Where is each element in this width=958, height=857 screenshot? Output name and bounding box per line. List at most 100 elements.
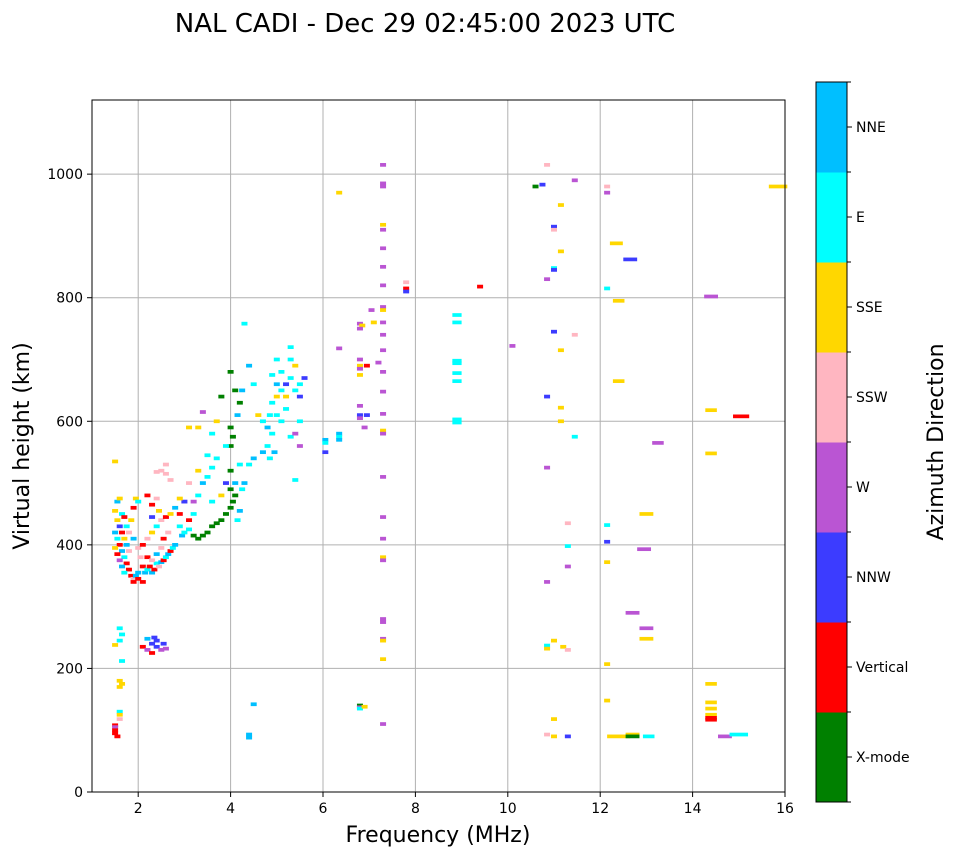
data-point-e xyxy=(452,420,462,425)
x-axis: 2 4 6 8 10 12 14 16 xyxy=(134,792,794,817)
data-point-x-mode xyxy=(227,425,234,430)
data-point-nne xyxy=(153,552,160,556)
data-point-w xyxy=(380,332,387,337)
data-point-w xyxy=(380,320,387,325)
data-point-nne xyxy=(271,450,278,455)
colorbar-swatch-sse xyxy=(816,262,847,353)
x-tick-label: 14 xyxy=(684,801,702,817)
data-point-sse xyxy=(705,451,717,456)
data-point-nne xyxy=(172,543,179,547)
data-point-vertical xyxy=(477,284,484,289)
y-tick-label: 1000 xyxy=(47,167,83,183)
data-point-vertical xyxy=(139,543,146,547)
data-point-e xyxy=(269,373,276,377)
data-point-e xyxy=(144,567,151,572)
data-point-e xyxy=(162,555,169,560)
data-point-sse xyxy=(116,685,123,689)
data-point-e xyxy=(222,444,229,448)
colorbar-label-w: W xyxy=(856,480,870,496)
colorbar-swatch-e xyxy=(816,172,847,263)
data-point-sse xyxy=(273,394,280,399)
data-point-w xyxy=(544,465,551,470)
data-point-e xyxy=(273,357,280,362)
data-point-e xyxy=(239,487,246,492)
data-point-ssw xyxy=(550,227,558,232)
data-point-ssw xyxy=(403,280,410,285)
data-point-vertical xyxy=(363,363,370,368)
data-point-w xyxy=(652,441,664,445)
data-point-e xyxy=(250,382,257,387)
data-point-e xyxy=(452,361,462,366)
data-point-sse xyxy=(195,425,202,430)
data-point-x-mode xyxy=(209,524,216,529)
data-point-vertical xyxy=(121,515,128,519)
data-point-nne xyxy=(172,505,179,510)
y-axis: 0 200 400 600 800 1000 xyxy=(47,167,92,801)
data-point-vertical xyxy=(149,651,156,655)
data-point-sse xyxy=(112,546,119,550)
data-point-w xyxy=(368,308,375,312)
colorbar-label-vertical: Vertical xyxy=(856,660,908,676)
data-point-e xyxy=(153,524,160,529)
data-point-sse xyxy=(336,190,343,195)
data-point-e xyxy=(273,413,280,417)
data-point-sse xyxy=(356,373,363,377)
data-point-w xyxy=(380,370,387,374)
data-point-vertical xyxy=(151,567,158,572)
data-point-vertical xyxy=(403,286,410,291)
data-point-w xyxy=(380,620,387,624)
data-point-sse xyxy=(186,425,193,430)
data-point-ssw xyxy=(130,576,137,581)
data-point-w xyxy=(158,648,165,652)
data-point-e xyxy=(278,388,285,393)
y-tick-label: 0 xyxy=(74,785,83,801)
data-point-e xyxy=(259,419,266,424)
data-point-x-mode xyxy=(236,400,243,405)
data-point-w xyxy=(380,617,387,621)
data-point-sse xyxy=(167,512,174,516)
data-point-sse xyxy=(380,657,387,662)
data-point-nnw xyxy=(153,644,160,649)
data-point-e xyxy=(564,544,571,548)
data-point-nne xyxy=(239,388,246,393)
data-points xyxy=(112,163,788,740)
data-point-w xyxy=(544,580,551,584)
data-point-sse xyxy=(557,249,564,254)
data-point-e xyxy=(213,456,220,461)
data-point-x-mode xyxy=(195,536,202,541)
data-point-vertical xyxy=(114,552,121,556)
data-point-nne xyxy=(149,570,156,575)
data-point-e xyxy=(452,417,462,422)
data-point-w xyxy=(380,283,387,288)
data-point-ssw xyxy=(186,481,193,485)
data-point-x-mode xyxy=(229,499,236,504)
data-point-e xyxy=(287,376,294,380)
data-point-sse xyxy=(612,379,625,383)
data-point-w xyxy=(380,515,387,519)
data-point-sse xyxy=(604,662,611,666)
data-point-nnw xyxy=(550,224,558,229)
data-point-nnw xyxy=(322,450,329,455)
data-point-w xyxy=(336,346,343,351)
data-point-e xyxy=(336,434,343,439)
data-point-ssw xyxy=(144,536,151,541)
data-point-sse xyxy=(705,712,717,717)
data-point-e xyxy=(356,706,363,711)
colorbar-frame xyxy=(815,81,848,803)
data-point-nne xyxy=(132,573,139,578)
data-point-x-mode xyxy=(229,434,236,439)
data-point-vertical xyxy=(146,564,153,569)
data-point-e xyxy=(322,441,329,445)
data-point-sse xyxy=(604,698,611,703)
data-point-x-mode xyxy=(218,394,225,399)
data-point-sse xyxy=(176,496,183,501)
data-point-e xyxy=(121,570,128,575)
data-point-w xyxy=(361,425,368,430)
data-point-nnw xyxy=(181,499,188,504)
data-point-x-mode xyxy=(232,493,239,498)
data-point-e xyxy=(571,434,578,439)
data-point-e xyxy=(123,524,130,529)
data-point-sse xyxy=(116,678,123,683)
data-point-w xyxy=(380,305,387,309)
data-point-sse xyxy=(560,644,567,649)
